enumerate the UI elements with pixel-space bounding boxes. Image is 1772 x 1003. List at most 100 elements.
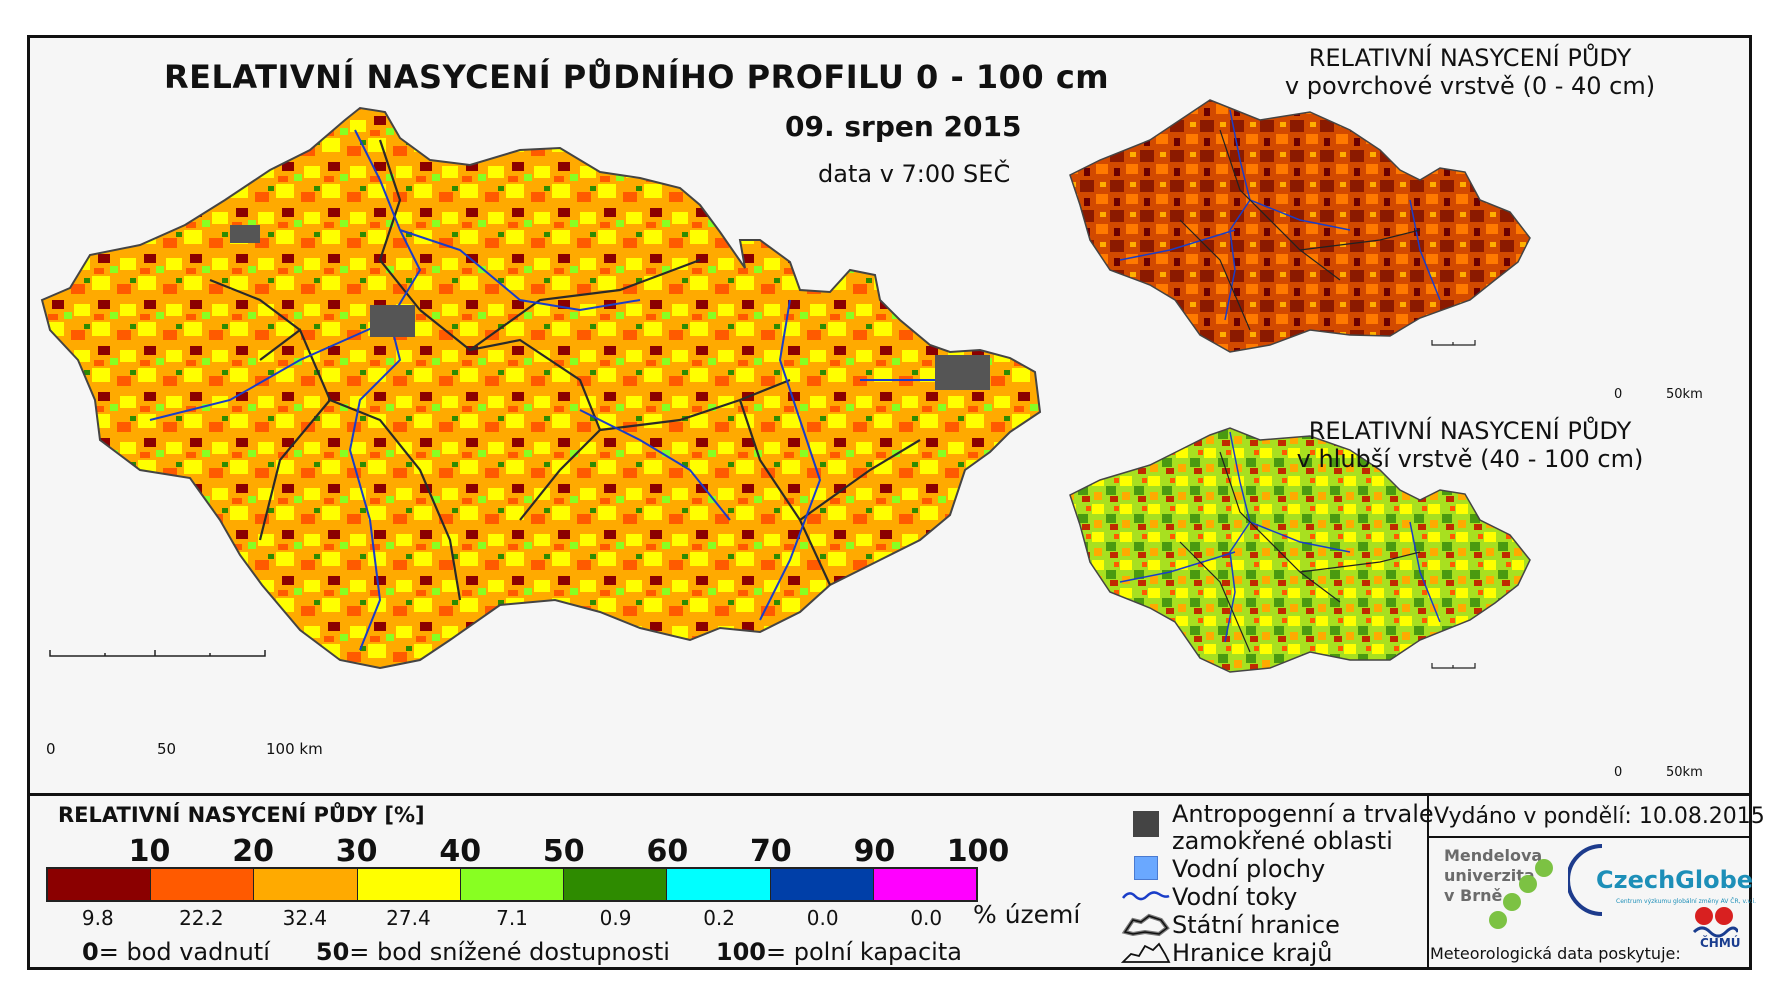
legend-title: RELATIVNÍ NASYCENÍ PŮDY [%] xyxy=(58,803,425,827)
inset-top-title: RELATIVNÍ NASYCENÍ PŮDY v povrchové vrst… xyxy=(1245,44,1695,100)
inset-bottom-title: RELATIVNÍ NASYCENÍ PŮDY v hlubší vrstvě … xyxy=(1245,417,1695,473)
legend-percentage: 22.2 xyxy=(179,906,224,930)
inset-top-title-line2: v povrchové vrstvě (0 - 40 cm) xyxy=(1284,72,1656,100)
inset-top-title-line1: RELATIVNÍ NASYCENÍ PŮDY xyxy=(1308,44,1632,72)
symbol-border: Státní hranice xyxy=(1120,912,1340,939)
main-map xyxy=(40,106,1042,670)
legend-percentage: 0.2 xyxy=(703,906,736,930)
symbol-water-label: Vodní plochy xyxy=(1172,855,1326,883)
chmu-logo-icon xyxy=(1692,907,1738,938)
inset-top-scale-label-50: 50km xyxy=(1666,387,1703,402)
inset-bottom-title-line1: RELATIVNÍ NASYCENÍ PŮDY xyxy=(1308,417,1632,445)
symbol-regions-label: Hranice krajů xyxy=(1172,939,1333,967)
inset-bottom-title-line2: v hlubší vrstvě (40 - 100 cm) xyxy=(1296,445,1644,473)
mendel-line3: v Brně xyxy=(1444,886,1503,905)
water-swatch-icon xyxy=(1134,856,1158,880)
main-scale-label-50: 50 xyxy=(157,740,177,758)
main-map-wetland-ostrava xyxy=(935,355,990,390)
legend-tick-label: 10 xyxy=(128,834,171,869)
legend-percentage: 7.1 xyxy=(496,906,528,930)
definition-wilting: 0= bod vadnutí xyxy=(82,938,270,966)
legend-divider xyxy=(27,793,1752,796)
legend-swatch xyxy=(151,869,255,900)
symbol-rivers-label: Vodní toky xyxy=(1172,883,1298,911)
inset-bottom-scale-label-0: 0 xyxy=(1614,765,1623,780)
main-map-wetland-north xyxy=(230,225,260,243)
river-line-icon xyxy=(1122,891,1170,901)
main-map-region-borders xyxy=(209,139,921,601)
mendel-dots-icon xyxy=(1489,859,1553,929)
legend-percentage: 0.0 xyxy=(910,906,943,930)
credits-divider xyxy=(1427,796,1429,970)
inset-bottom-territory xyxy=(1069,427,1531,673)
main-scale-label-0: 0 xyxy=(46,740,56,758)
inset-top-scale-label-0: 0 xyxy=(1614,387,1623,402)
legend-color-bar xyxy=(46,867,978,902)
inset-bottom-region-borders xyxy=(1179,451,1421,653)
main-scale-label-100: 100 km xyxy=(266,740,323,758)
legend-definitions: 0= bod vadnutí 50= bod snížené dostupnos… xyxy=(82,938,962,966)
main-map-date: 09. srpen 2015 xyxy=(785,110,1022,143)
inset-top-territory xyxy=(1069,99,1531,353)
inset-top-scale-bar xyxy=(1431,340,1476,346)
issued-date: Vydáno v pondělí: 10.08.2015 xyxy=(1434,804,1765,829)
main-map-wetland-praha xyxy=(370,305,415,337)
credits-hline xyxy=(1428,836,1752,838)
legend-tick-label: 30 xyxy=(335,834,378,869)
inset-bottom-scale-bar xyxy=(1431,663,1476,669)
inset-bottom-rivers xyxy=(1119,431,1441,643)
main-scale-bar xyxy=(49,650,266,657)
main-map-title: RELATIVNÍ NASYCENÍ PŮDNÍHO PROFILU 0 - 1… xyxy=(164,58,1110,96)
czechglobe-logo: CzechGlobe xyxy=(1596,866,1754,894)
chmu-label: ČHMÚ xyxy=(1700,936,1741,950)
meteo-credit: Meteorologická data poskytuje: xyxy=(1430,944,1681,963)
region-border-icon xyxy=(1121,942,1171,963)
legend-tick-label: 50 xyxy=(542,834,585,869)
legend-tick-label: 70 xyxy=(750,834,792,869)
symbol-rivers: Vodní toky xyxy=(1120,884,1297,911)
inset-bottom-map xyxy=(1069,427,1531,673)
symbol-border-label: Státní hranice xyxy=(1172,911,1340,939)
inset-top-map xyxy=(1069,99,1531,353)
legend-swatch xyxy=(667,869,771,900)
legend-swatch xyxy=(357,869,461,900)
inset-top-region-borders xyxy=(1179,129,1421,331)
inset-top-rivers xyxy=(1119,109,1441,321)
legend-swatch xyxy=(873,869,976,900)
legend-tick-label: 60 xyxy=(646,834,689,869)
legend-tick-label: 40 xyxy=(439,834,482,869)
legend-swatch xyxy=(770,869,874,900)
definition-capacity: 100= polní kapacita xyxy=(715,938,962,966)
symbol-water: Vodní plochy xyxy=(1120,856,1325,883)
mendel-university-logo: Mendelova univerzita v Brně xyxy=(1444,846,1542,906)
legend-percentage: 0.9 xyxy=(599,906,632,930)
inset-bottom-scale-label-50: 50km xyxy=(1666,765,1703,780)
legend-swatch xyxy=(460,869,565,900)
symbol-wetland-line2: zamokřené oblasti xyxy=(1172,827,1393,855)
legend-tick-label: 90 xyxy=(853,834,896,869)
wetland-swatch-icon xyxy=(1133,811,1159,837)
legend-swatch xyxy=(254,869,358,900)
legend-tick-label: 20 xyxy=(232,834,274,869)
state-border-icon xyxy=(1121,913,1170,937)
definition-reduced: 50= bod snížené dostupnosti xyxy=(315,938,670,966)
mendel-line2: univerzita xyxy=(1444,866,1535,885)
czechglobe-arc-icon xyxy=(1568,844,1603,916)
legend-unit: % území xyxy=(973,900,1081,929)
legend-tick-label: 100 xyxy=(946,834,1010,869)
legend-percentage: 0.0 xyxy=(806,906,839,930)
symbol-regions: Hranice krajů xyxy=(1120,940,1332,967)
main-map-rivers xyxy=(149,129,980,651)
symbol-wetland-line1: Antropogenní a trvale xyxy=(1172,800,1434,828)
symbol-wetland: Antropogenní a trvale zamokřené oblasti xyxy=(1120,801,1434,855)
mendel-line1: Mendelova xyxy=(1444,846,1543,865)
legend-swatch xyxy=(564,869,668,900)
legend-percentage: 27.4 xyxy=(386,906,431,930)
maps-svg xyxy=(40,99,1531,673)
legend-percentage: 32.4 xyxy=(282,906,328,930)
main-map-time: data v 7:00 SEČ xyxy=(818,160,1011,188)
czechglobe-subtitle: Centrum výzkumu globální změny AV ČR, v.… xyxy=(1616,898,1757,905)
main-map-territory xyxy=(40,106,1042,670)
legend-swatch xyxy=(48,869,152,900)
legend-percentage: 9.8 xyxy=(81,906,114,930)
